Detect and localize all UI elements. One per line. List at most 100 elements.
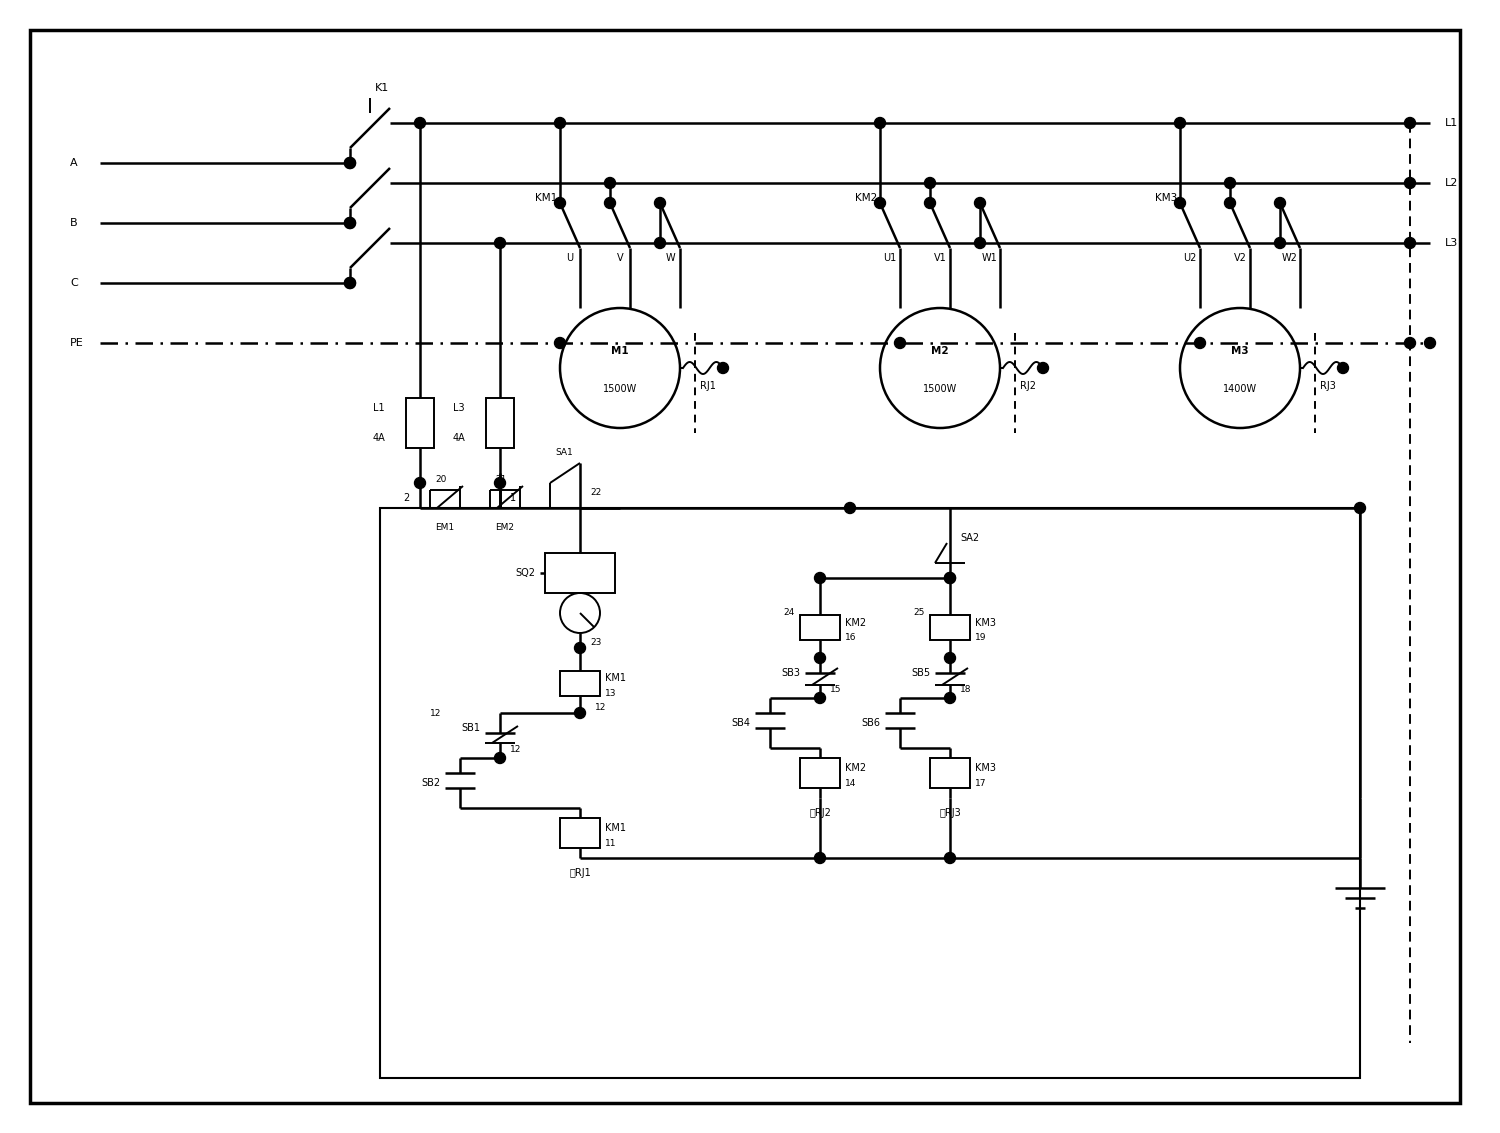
Circle shape (1038, 363, 1048, 374)
FancyBboxPatch shape (930, 615, 970, 640)
Text: L2: L2 (1444, 178, 1458, 188)
Circle shape (345, 278, 355, 289)
Text: L3: L3 (453, 403, 465, 414)
Circle shape (975, 197, 986, 208)
FancyBboxPatch shape (486, 398, 514, 448)
Text: 1: 1 (510, 493, 516, 503)
Text: K1: K1 (375, 83, 390, 93)
Text: KM3: KM3 (975, 617, 996, 628)
Circle shape (555, 118, 566, 128)
Text: 18: 18 (960, 685, 972, 695)
Text: EM1: EM1 (435, 523, 454, 533)
FancyBboxPatch shape (406, 398, 433, 448)
Text: KM1: KM1 (604, 673, 625, 683)
Text: KM3: KM3 (975, 763, 996, 773)
Text: V2: V2 (1233, 253, 1246, 263)
Circle shape (495, 238, 506, 248)
Circle shape (345, 278, 355, 289)
Circle shape (945, 572, 956, 583)
Text: 1500W: 1500W (922, 384, 957, 394)
FancyBboxPatch shape (800, 758, 840, 787)
Circle shape (414, 477, 426, 488)
Text: KM2: KM2 (855, 193, 877, 203)
Text: 至RJ3: 至RJ3 (939, 808, 962, 818)
Text: 2: 2 (404, 493, 410, 503)
Text: 19: 19 (975, 633, 987, 642)
Circle shape (345, 157, 355, 169)
Circle shape (924, 197, 936, 208)
Circle shape (815, 653, 825, 664)
Text: SB4: SB4 (730, 718, 750, 729)
Text: A: A (70, 157, 78, 168)
Text: SA2: SA2 (960, 533, 980, 543)
Text: EM2: EM2 (495, 523, 514, 533)
Text: SB6: SB6 (861, 718, 880, 729)
FancyBboxPatch shape (560, 671, 600, 696)
Text: 24: 24 (783, 608, 795, 617)
Text: SB1: SB1 (460, 723, 480, 733)
FancyBboxPatch shape (30, 29, 1460, 1104)
Text: U2: U2 (1184, 253, 1197, 263)
Text: 4A: 4A (372, 433, 386, 443)
Text: SB3: SB3 (782, 668, 800, 678)
Text: B: B (70, 218, 78, 228)
Circle shape (1275, 238, 1286, 248)
Text: SQ1: SQ1 (570, 565, 590, 576)
Text: C: C (70, 278, 78, 288)
Circle shape (1404, 238, 1416, 248)
Text: SA1: SA1 (555, 449, 573, 458)
Text: SQ2: SQ2 (514, 568, 535, 578)
Circle shape (1224, 197, 1236, 208)
Text: L1: L1 (1444, 118, 1458, 128)
Text: KM1: KM1 (604, 823, 625, 833)
Circle shape (414, 118, 426, 128)
Circle shape (1275, 197, 1286, 208)
Text: KM3: KM3 (1155, 193, 1178, 203)
Circle shape (1404, 118, 1416, 128)
Text: SB5: SB5 (910, 668, 930, 678)
Circle shape (574, 642, 585, 654)
Circle shape (815, 692, 825, 704)
Text: RJ1: RJ1 (700, 381, 715, 391)
Circle shape (894, 338, 906, 349)
Text: SB2: SB2 (422, 778, 440, 787)
Circle shape (844, 503, 855, 513)
Text: W1: W1 (982, 253, 998, 263)
Text: 23: 23 (590, 639, 602, 647)
Circle shape (815, 572, 825, 583)
Circle shape (1354, 503, 1365, 513)
Text: 25: 25 (914, 608, 926, 617)
Text: 12: 12 (430, 708, 441, 717)
Text: M2: M2 (932, 347, 950, 356)
Circle shape (717, 363, 729, 374)
Text: L3: L3 (1444, 238, 1458, 248)
FancyBboxPatch shape (544, 553, 615, 593)
Text: U1: U1 (884, 253, 897, 263)
Circle shape (654, 238, 666, 248)
Text: KM2: KM2 (844, 763, 865, 773)
Text: V1: V1 (933, 253, 946, 263)
Text: 4A: 4A (453, 433, 465, 443)
Circle shape (555, 197, 566, 208)
FancyBboxPatch shape (930, 758, 970, 787)
Circle shape (1404, 338, 1416, 349)
Circle shape (345, 218, 355, 229)
Circle shape (1425, 338, 1436, 349)
Circle shape (815, 852, 825, 863)
Text: W: W (664, 253, 675, 263)
Circle shape (1194, 338, 1206, 349)
Circle shape (945, 653, 956, 664)
FancyBboxPatch shape (560, 818, 600, 847)
Circle shape (574, 707, 585, 718)
Text: 12: 12 (510, 746, 522, 755)
Text: 16: 16 (844, 633, 856, 642)
Circle shape (495, 477, 506, 488)
Circle shape (604, 197, 615, 208)
Circle shape (1338, 363, 1348, 374)
Circle shape (945, 852, 956, 863)
Circle shape (495, 752, 506, 764)
Circle shape (874, 197, 885, 208)
Text: U: U (567, 253, 573, 263)
Text: V: V (616, 253, 624, 263)
Text: 1500W: 1500W (603, 384, 638, 394)
